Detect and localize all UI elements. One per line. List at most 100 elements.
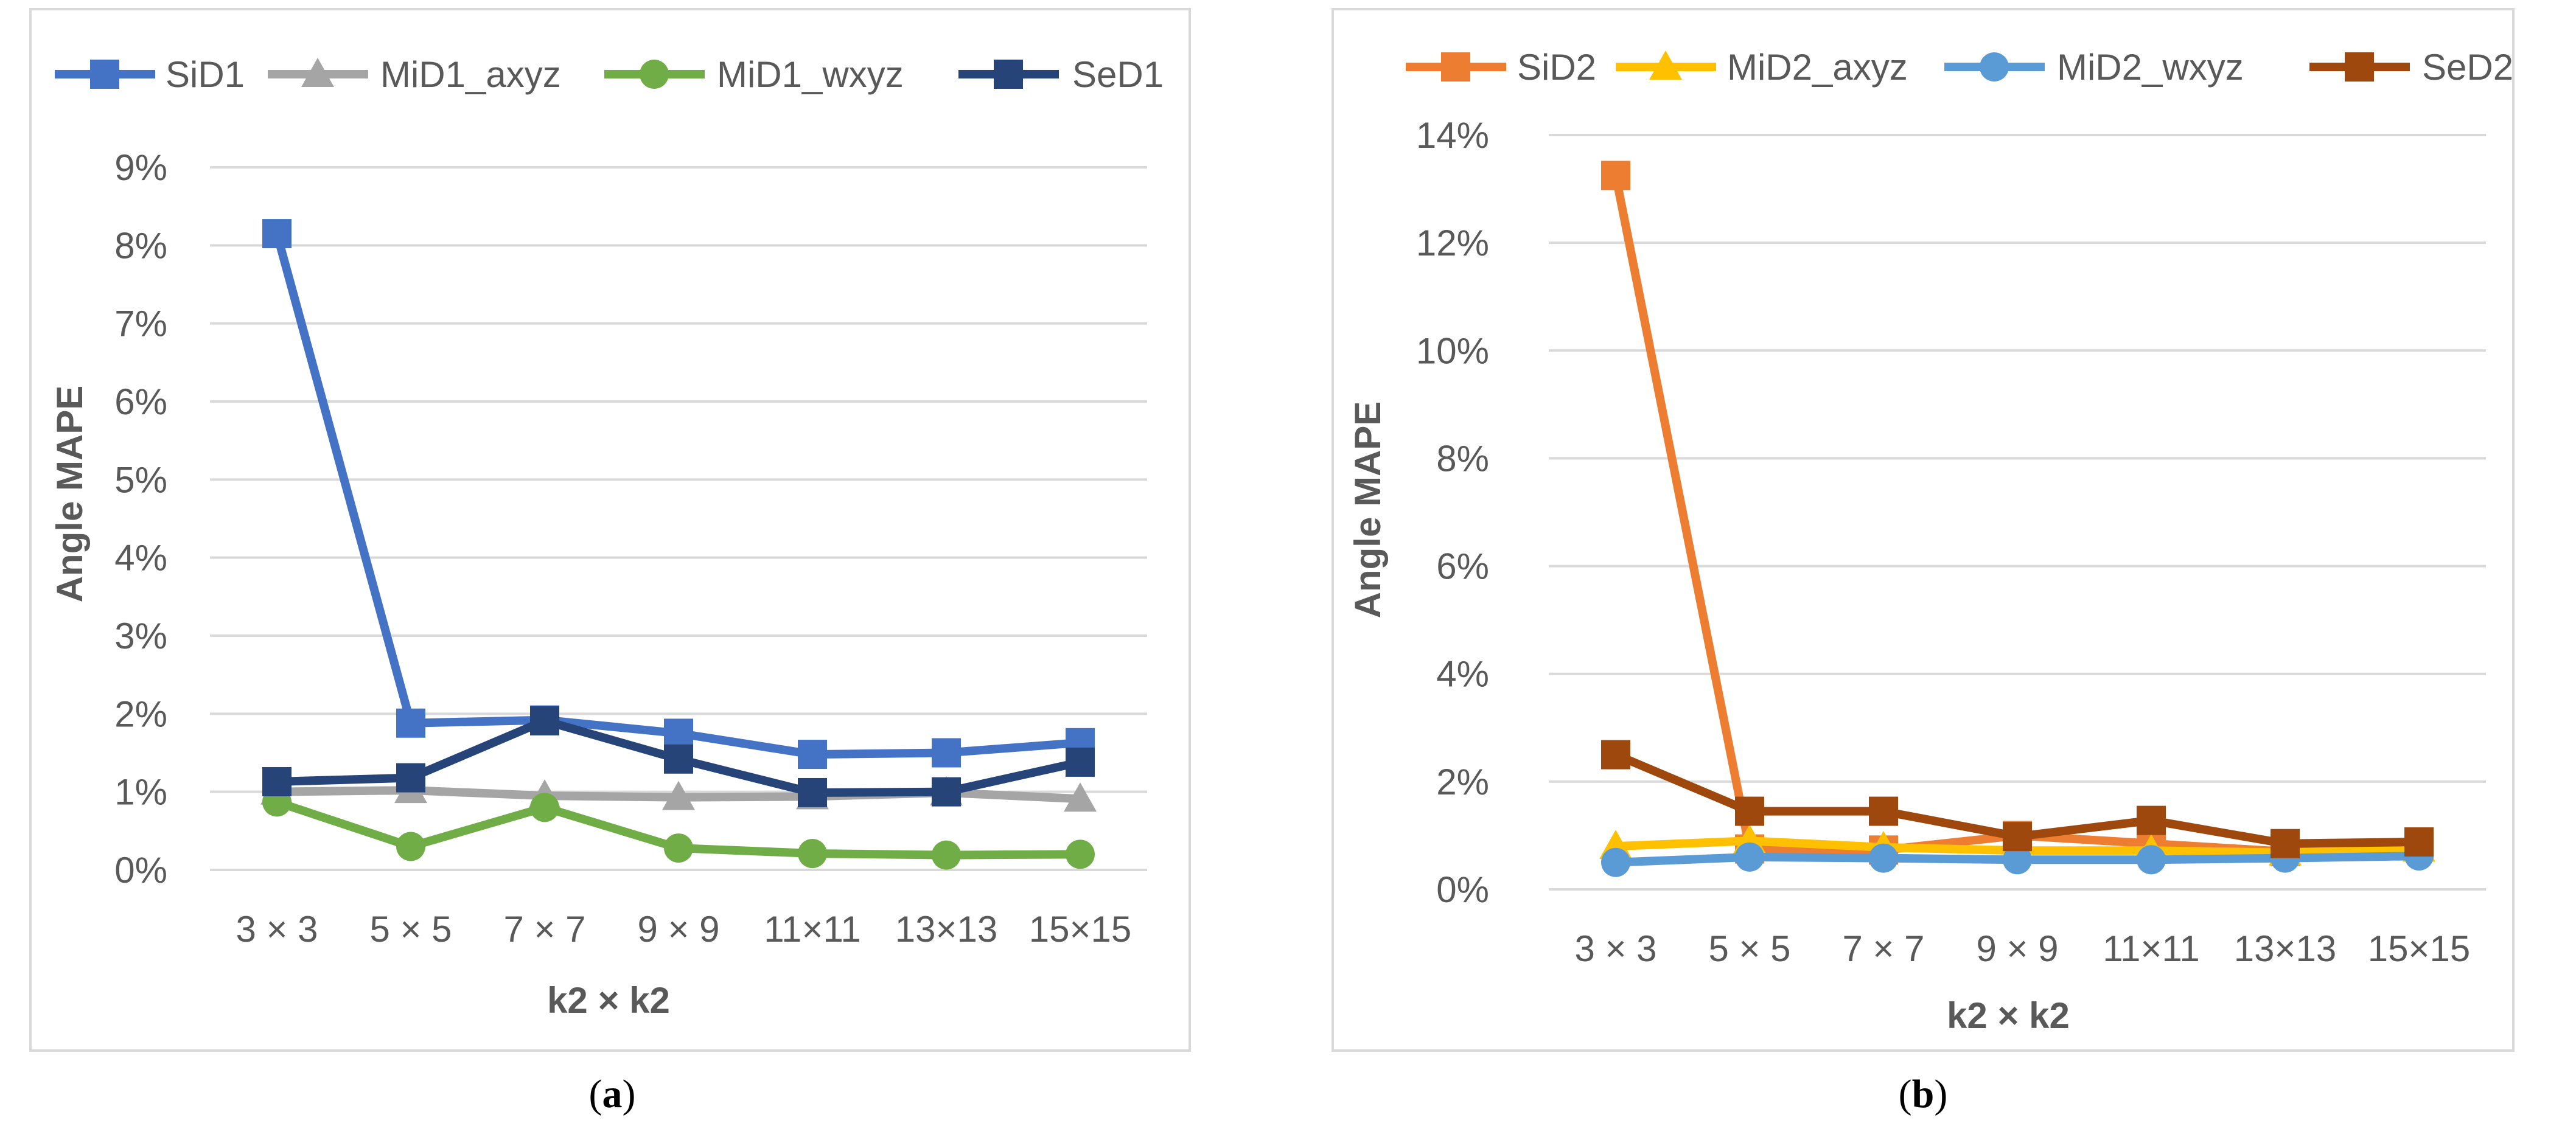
legend-item: MiD1_wxyz bbox=[604, 54, 904, 95]
legend-marker bbox=[301, 58, 334, 87]
series-SeD2 bbox=[1601, 740, 2434, 858]
y-tick-label: 1% bbox=[114, 772, 167, 813]
legend-item: SeD1 bbox=[958, 54, 1164, 95]
y-tick-label: 7% bbox=[114, 304, 167, 344]
x-tick-label: 15×15 bbox=[2368, 928, 2471, 969]
data-point bbox=[2137, 805, 2166, 835]
y-axis-title: Angle MAPE bbox=[1347, 401, 1388, 619]
legend-label: SiD2 bbox=[1517, 47, 1596, 88]
data-point bbox=[662, 780, 695, 810]
legend: SiD1 MiD1_axyz MiD1_wxyz SeD1 bbox=[55, 54, 1164, 95]
data-point bbox=[396, 763, 425, 793]
legend-item: MiD2_wxyz bbox=[1944, 47, 2244, 88]
data-point bbox=[1869, 796, 1898, 826]
x-axis-title: k2 × k2 bbox=[547, 980, 670, 1021]
legend-marker bbox=[640, 60, 669, 89]
y-tick-label: 6% bbox=[1436, 546, 1489, 587]
data-point bbox=[1601, 847, 1630, 877]
data-point bbox=[798, 777, 827, 807]
y-tick-label: 6% bbox=[114, 381, 167, 422]
y-tick-label: 8% bbox=[114, 225, 167, 266]
legend-item: MiD1_axyz bbox=[268, 54, 561, 95]
y-tick-label: 4% bbox=[114, 538, 167, 579]
y-tick-label: 2% bbox=[114, 693, 167, 734]
legend-item: SiD2 bbox=[1406, 47, 1596, 88]
x-tick-label: 15×15 bbox=[1029, 909, 1132, 950]
data-point bbox=[396, 708, 425, 738]
data-point bbox=[1066, 839, 1095, 869]
data-point bbox=[1869, 843, 1898, 873]
legend-marker bbox=[1980, 52, 2009, 82]
chart-frame bbox=[1332, 8, 2515, 1052]
x-tick-label: 11×11 bbox=[2103, 928, 2200, 969]
data-point bbox=[262, 766, 291, 796]
y-tick-label: 5% bbox=[114, 459, 167, 500]
data-point bbox=[2137, 845, 2166, 875]
y-tick-label: 10% bbox=[1416, 330, 1489, 371]
x-axis-title: k2 × k2 bbox=[1947, 995, 2070, 1036]
y-tick-labels: 0% 1% 2% 3% 4% 5% 6% 7% 8% 9% bbox=[114, 147, 167, 891]
y-tick-label: 2% bbox=[1436, 762, 1489, 802]
series-group bbox=[1599, 161, 2435, 877]
data-point bbox=[1601, 740, 1630, 770]
x-tick-labels: 3 × 3 5 × 5 7 × 7 9 × 9 11×11 13×13 15×15 bbox=[1574, 928, 2470, 969]
data-point bbox=[664, 718, 693, 748]
legend-label: SeD1 bbox=[1072, 54, 1164, 95]
panel-caption-a: (a) bbox=[589, 1072, 636, 1116]
legend-label: SiD1 bbox=[166, 54, 245, 95]
series-SeD1 bbox=[262, 706, 1095, 807]
y-tick-label: 14% bbox=[1416, 115, 1489, 156]
x-tick-label: 3 × 3 bbox=[236, 909, 318, 950]
x-tick-label: 5 × 5 bbox=[1708, 928, 1790, 969]
legend-marker bbox=[1441, 52, 1470, 82]
data-point bbox=[530, 793, 559, 822]
y-tick-label: 0% bbox=[114, 850, 167, 891]
legend-item: MiD2_axyz bbox=[1616, 47, 1908, 88]
series-MiD1_wxyz bbox=[262, 787, 1095, 870]
x-tick-label: 7 × 7 bbox=[1842, 928, 1924, 969]
data-point bbox=[1066, 747, 1095, 777]
legend-label: MiD1_wxyz bbox=[717, 54, 904, 95]
x-tick-label: 9 × 9 bbox=[637, 909, 719, 950]
x-tick-labels: 3 × 3 5 × 5 7 × 7 9 × 9 11×11 13×13 15×15 bbox=[236, 909, 1131, 950]
data-point bbox=[932, 777, 961, 807]
data-point bbox=[1735, 796, 1764, 826]
data-point bbox=[664, 833, 693, 863]
data-point bbox=[396, 832, 425, 861]
legend-item: SiD1 bbox=[55, 54, 245, 95]
legend-marker bbox=[994, 60, 1023, 89]
data-point bbox=[530, 706, 559, 735]
y-axis-title: Angle MAPE bbox=[49, 386, 90, 603]
legend-marker bbox=[2345, 52, 2374, 82]
data-point bbox=[262, 219, 291, 249]
x-tick-label: 13×13 bbox=[2234, 928, 2337, 969]
legend-label: MiD2_wxyz bbox=[2057, 47, 2244, 88]
data-point bbox=[2003, 822, 2032, 852]
data-point bbox=[664, 744, 693, 774]
y-tick-label: 4% bbox=[1436, 654, 1489, 695]
y-tick-labels: 0% 2% 4% 6% 8% 10% 12% 14% bbox=[1416, 115, 1489, 910]
data-point bbox=[1064, 782, 1097, 812]
data-point bbox=[2271, 829, 2300, 858]
x-tick-label: 9 × 9 bbox=[1976, 928, 2058, 969]
chart-frame bbox=[29, 8, 1191, 1052]
chart-panel-b: 0% 2% 4% 6% 8% 10% 12% 14% 3 × 3 5 × 5 7 × 7 9 × 9… bbox=[1332, 8, 2515, 1052]
x-tick-label: 7 × 7 bbox=[503, 909, 585, 950]
x-tick-label: 3 × 3 bbox=[1574, 928, 1656, 969]
chart-panel-a: 0% 1% 2% 3% 4% 5% 6% 7% 8% 9% 3 × 3 5 × 5 7 × 7 9 × … bbox=[29, 8, 1191, 1052]
data-point bbox=[932, 840, 961, 870]
grid-lines bbox=[1549, 134, 2486, 891]
legend-item: SeD2 bbox=[2309, 47, 2513, 88]
data-point bbox=[798, 740, 827, 770]
x-tick-label: 5 × 5 bbox=[369, 909, 452, 950]
x-tick-label: 13×13 bbox=[895, 909, 998, 950]
series-group bbox=[260, 219, 1097, 870]
legend: SiD2 MiD2_axyz MiD2_wxyz SeD2 bbox=[1406, 47, 2513, 88]
data-point bbox=[2003, 845, 2032, 875]
legend-label: MiD2_axyz bbox=[1727, 47, 1908, 88]
panel-caption-b: (b) bbox=[1899, 1072, 1948, 1116]
y-tick-label: 0% bbox=[1436, 869, 1489, 910]
data-point bbox=[1601, 161, 1630, 190]
legend-label: MiD1_axyz bbox=[380, 54, 561, 95]
